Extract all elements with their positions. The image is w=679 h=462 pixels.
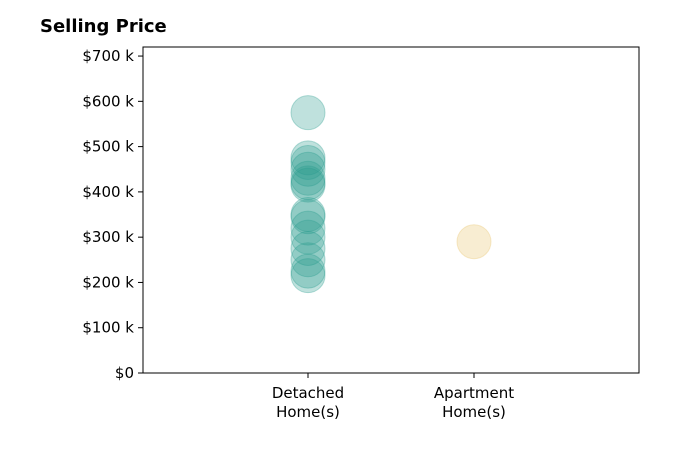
x-axis: Detached Home(s) Apartment Home(s) bbox=[272, 373, 514, 421]
y-tick-label: $500 k bbox=[82, 138, 134, 156]
data-point bbox=[456, 224, 492, 260]
data-point bbox=[290, 253, 326, 289]
y-tick-label: $700 k bbox=[82, 47, 134, 65]
data-point bbox=[290, 210, 326, 246]
data-point bbox=[290, 95, 326, 131]
y-tick-label: $0 bbox=[115, 364, 134, 382]
data-point bbox=[290, 219, 326, 255]
plot-frame bbox=[142, 46, 640, 374]
data-point bbox=[290, 160, 326, 196]
y-tick-label: $400 k bbox=[82, 183, 134, 201]
y-tick-label: $600 k bbox=[82, 92, 134, 110]
x-tick-label: Apartment Home(s) bbox=[434, 384, 514, 421]
points-layer bbox=[290, 95, 492, 294]
chart-title: Selling Price bbox=[40, 16, 167, 37]
data-point bbox=[290, 140, 326, 176]
data-point bbox=[290, 230, 326, 266]
y-tick-label: $100 k bbox=[82, 319, 134, 337]
data-point bbox=[290, 151, 326, 187]
y-tick-label: $200 k bbox=[82, 273, 134, 291]
data-point bbox=[290, 167, 326, 203]
data-point bbox=[290, 242, 326, 278]
data-point bbox=[290, 197, 326, 233]
data-point bbox=[290, 165, 326, 201]
data-point bbox=[290, 258, 326, 294]
y-tick-label: $300 k bbox=[82, 228, 134, 246]
data-point bbox=[290, 199, 326, 235]
x-tick-label: Detached Home(s) bbox=[272, 384, 344, 421]
y-axis: $0 $100 k $200 k $300 k $400 k $500 k $600 k $7… bbox=[82, 47, 143, 382]
data-point bbox=[290, 144, 326, 180]
